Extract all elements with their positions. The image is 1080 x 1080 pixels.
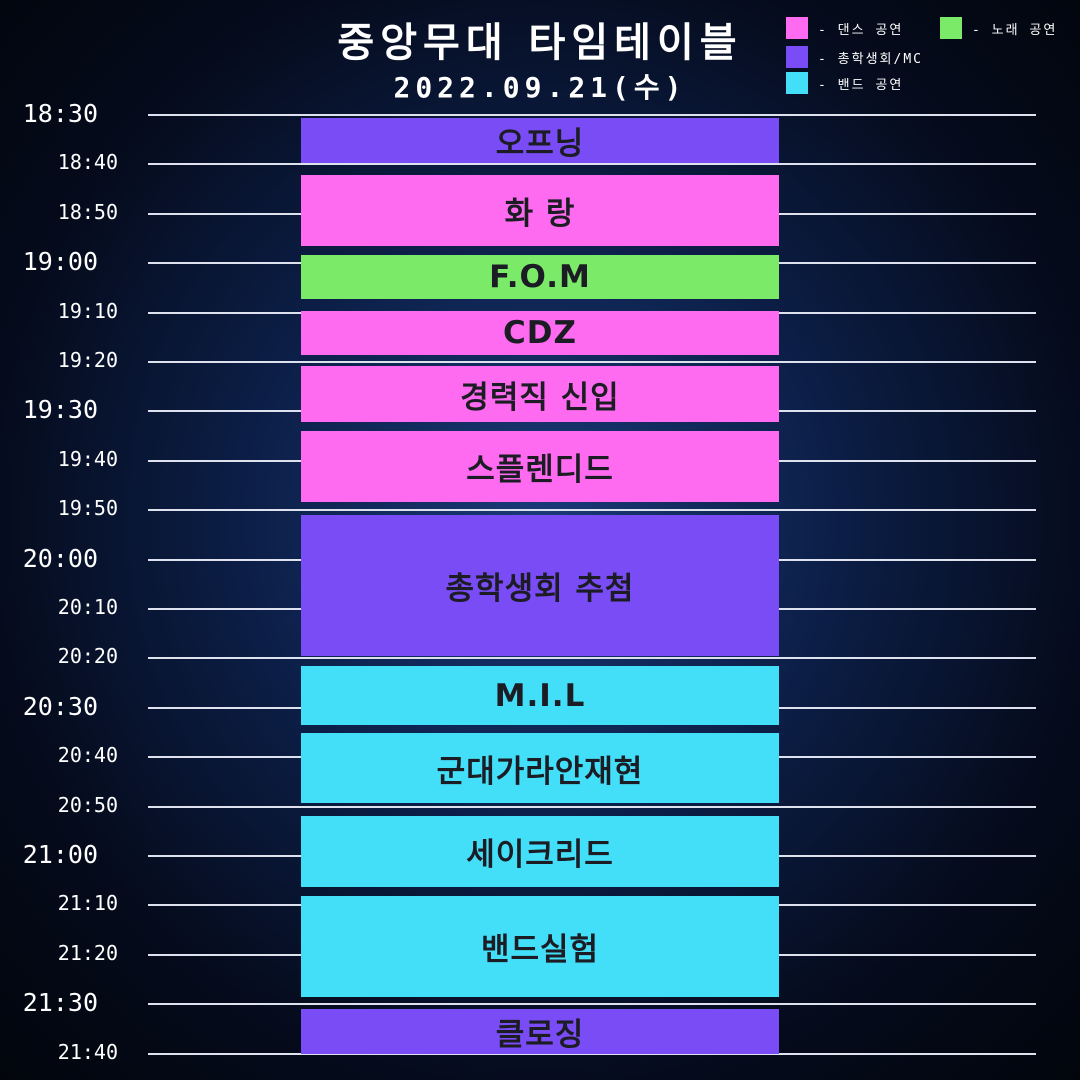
schedule-block: 세이크리드 [301, 816, 779, 887]
legend-label-council: - 총학생회/MC [818, 51, 923, 67]
page-title: 중앙무대 타임테이블 [337, 20, 743, 66]
time-label: 20:50 [57, 792, 118, 817]
schedule-block: 군대가라안재현 [301, 733, 779, 803]
time-label: 20:40 [57, 743, 118, 768]
legend-swatch-council [786, 46, 808, 68]
schedule-block: CDZ [301, 311, 779, 355]
legend-swatch-band [786, 72, 808, 94]
time-label: 19:30 [22, 395, 98, 425]
time-label: 18:30 [22, 99, 98, 128]
grid-line [148, 509, 1036, 512]
time-label: 20:10 [57, 595, 118, 619]
schedule-block: 화 랑 [301, 175, 779, 246]
time-label: 19:40 [57, 446, 118, 471]
time-label: 21:30 [22, 988, 98, 1018]
legend-item-dance: - 댄스 공연 [786, 17, 903, 39]
schedule-block: 오프닝 [301, 118, 779, 163]
time-label: 19:50 [57, 496, 118, 521]
time-label: 19:10 [57, 298, 118, 323]
time-label: 21:10 [57, 891, 118, 916]
grid-line [148, 1003, 1036, 1006]
schedule-block: 클로징 [301, 1009, 779, 1054]
time-label: 20:20 [57, 644, 118, 669]
schedule-block: M.I.L [301, 666, 779, 725]
legend-label-band: - 밴드 공연 [818, 77, 904, 93]
grid-line [148, 361, 1036, 363]
schedule-block: 경력직 신입 [301, 366, 779, 422]
time-label: 21:40 [57, 1039, 118, 1064]
legend-label-dance: - 댄스 공연 [818, 22, 904, 38]
legend-label-song: - 노래 공연 [972, 22, 1058, 38]
legend-item-song: - 노래 공연 [940, 17, 1057, 39]
event-date: 2022.09.21(수) [393, 71, 687, 104]
schedule-block: 밴드실험 [301, 896, 779, 997]
legend-swatch-dance [786, 17, 808, 39]
grid-line [148, 163, 1036, 166]
time-label: 19:20 [57, 348, 118, 372]
time-label: 21:20 [57, 940, 118, 965]
schedule-block: 스플렌디드 [301, 431, 779, 502]
legend-item-band: - 밴드 공연 [786, 72, 903, 94]
time-label: 19:00 [22, 247, 98, 277]
grid-line [148, 657, 1036, 660]
schedule-block: 총학생회 추첨 [301, 515, 779, 656]
time-label: 20:30 [22, 691, 98, 721]
grid-line [148, 114, 1036, 116]
schedule-block: F.O.M [301, 255, 779, 299]
time-label: 18:50 [57, 199, 118, 224]
time-label: 21:00 [22, 840, 98, 869]
legend-swatch-song [940, 17, 962, 39]
legend-item-council: - 총학생회/MC [786, 46, 923, 68]
grid-line [148, 805, 1036, 808]
time-label: 18:40 [57, 150, 118, 175]
time-label: 20:00 [22, 543, 98, 573]
